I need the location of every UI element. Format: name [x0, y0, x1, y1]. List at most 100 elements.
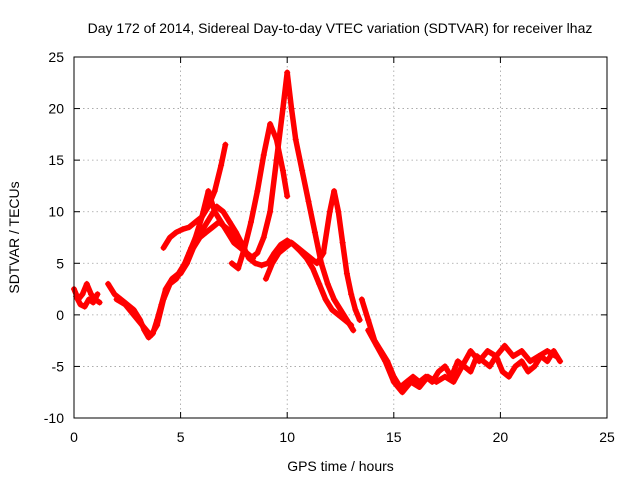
data-point-track-h: [314, 260, 321, 267]
data-point-track-b: [85, 296, 92, 303]
data-point-track-d: [147, 332, 154, 339]
data-point-track-h: [282, 244, 289, 251]
data-point-track-a: [79, 291, 86, 298]
data-point-track-i: [499, 368, 506, 375]
data-point-track-g: [260, 151, 267, 158]
y-axis-label: SDTVAR / TECUs: [6, 181, 22, 293]
data-point-track-b: [77, 301, 84, 308]
data-point-track-i: [531, 363, 538, 370]
data-point-track-f: [228, 229, 235, 236]
data-point-track-g: [254, 188, 261, 195]
x-tick-label: 15: [386, 429, 402, 445]
data-point-track-j: [424, 373, 431, 380]
data-point-track-h: [339, 239, 346, 246]
data-point-track-j: [390, 378, 397, 385]
data-point-track-e: [173, 229, 180, 236]
data-point-track-d: [113, 296, 120, 303]
data-point-track-h: [348, 291, 355, 298]
y-tick-label: 20: [48, 101, 64, 117]
y-tick-label: 5: [56, 255, 64, 271]
data-point-track-j: [527, 358, 534, 365]
data-point-track-h: [269, 260, 276, 267]
data-point-track-j: [552, 353, 559, 360]
data-point-track-h: [343, 270, 350, 277]
x-tick-label: 0: [70, 429, 78, 445]
data-point-track-e: [205, 203, 212, 210]
data-point-track-h: [352, 306, 359, 313]
data-point-track-f: [279, 105, 286, 112]
data-point-track-j: [407, 378, 414, 385]
data-point-track-j: [544, 347, 551, 354]
data-point-track-e: [186, 224, 193, 231]
y-tick-label: -10: [44, 410, 64, 426]
data-point-track-c: [258, 262, 265, 269]
series-track-g: [229, 121, 290, 272]
data-series: [71, 69, 564, 396]
data-point-track-h: [307, 255, 314, 262]
data-point-track-c: [284, 237, 291, 244]
data-point-track-f: [260, 234, 267, 241]
data-point-track-i: [525, 368, 532, 375]
data-point-track-i: [518, 358, 525, 365]
data-point-track-c: [335, 311, 342, 318]
data-point-track-j: [459, 363, 466, 370]
data-point-track-i: [486, 363, 493, 370]
data-point-track-h: [356, 317, 363, 324]
data-point-track-h: [331, 188, 338, 195]
data-point-track-g: [279, 167, 286, 174]
data-point-track-f: [350, 327, 357, 334]
data-point-track-f: [177, 270, 184, 277]
data-point-track-i: [512, 363, 519, 370]
data-point-track-c: [322, 296, 329, 303]
data-point-track-e: [222, 141, 229, 148]
y-tick-label: 15: [48, 152, 64, 168]
data-point-track-c: [201, 224, 208, 231]
data-point-track-f: [331, 296, 338, 303]
data-point-track-i: [557, 358, 564, 365]
series-track-h: [263, 188, 363, 323]
data-point-track-j: [416, 384, 423, 391]
data-point-track-d: [154, 322, 161, 329]
data-point-track-d: [130, 311, 137, 318]
data-point-track-h: [294, 244, 301, 251]
data-point-track-f: [196, 234, 203, 241]
data-point-track-c: [316, 280, 323, 287]
x-tick-label: 10: [279, 429, 295, 445]
data-point-track-i: [441, 363, 448, 370]
data-point-track-j: [433, 378, 440, 385]
axis-ticks: 0 5 10 15 20 25 -10 -5 0 5 10 15 20 25: [44, 49, 615, 445]
data-point-track-g: [284, 193, 291, 200]
data-point-track-g: [273, 136, 280, 143]
data-point-track-h: [262, 275, 269, 282]
data-point-track-c: [328, 306, 335, 313]
data-point-track-h: [275, 249, 282, 256]
data-point-track-b: [81, 303, 88, 310]
data-point-track-c: [105, 280, 112, 287]
data-point-track-e: [218, 162, 225, 169]
data-point-track-f: [337, 306, 344, 313]
data-point-track-e: [166, 234, 173, 241]
data-point-track-i: [505, 373, 512, 380]
data-point-track-i: [454, 358, 461, 365]
data-point-track-j: [399, 389, 406, 396]
plot-frame: [73, 56, 608, 419]
data-point-track-f: [343, 317, 350, 324]
data-point-track-g: [241, 244, 248, 251]
data-point-track-f: [254, 249, 261, 256]
data-point-track-f: [311, 229, 318, 236]
data-point-track-e: [211, 188, 218, 195]
data-point-track-j: [510, 353, 517, 360]
y-tick-label: 10: [48, 204, 64, 220]
data-point-track-f: [190, 244, 197, 251]
data-point-track-i: [435, 368, 442, 375]
data-point-track-c: [277, 241, 284, 248]
chart-title: Day 172 of 2014, Sidereal Day-to-day VTE…: [88, 20, 593, 36]
data-point-track-b: [94, 291, 101, 298]
data-point-track-c: [252, 260, 259, 267]
data-point-track-g: [235, 265, 242, 272]
y-tick-label: -5: [52, 358, 65, 374]
data-point-track-f: [222, 224, 229, 231]
data-point-track-j: [493, 353, 500, 360]
data-point-track-j: [501, 342, 508, 349]
